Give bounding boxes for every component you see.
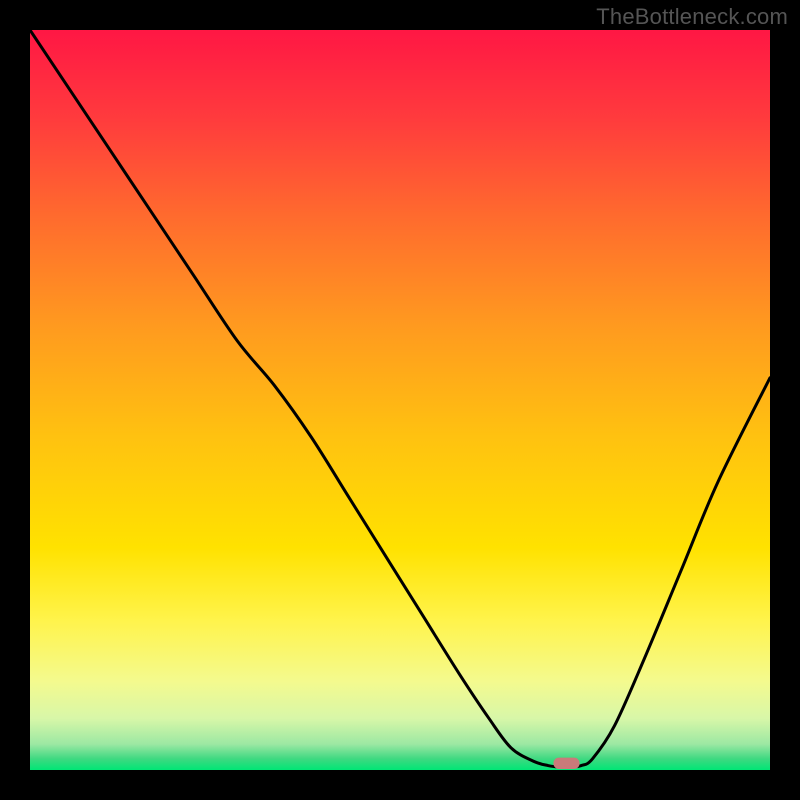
chart-container: TheBottleneck.com xyxy=(0,0,800,800)
bottleneck-chart xyxy=(0,0,800,800)
chart-background-gradient xyxy=(30,30,770,770)
optimal-point-marker xyxy=(554,758,579,768)
watermark-text: TheBottleneck.com xyxy=(596,4,788,30)
